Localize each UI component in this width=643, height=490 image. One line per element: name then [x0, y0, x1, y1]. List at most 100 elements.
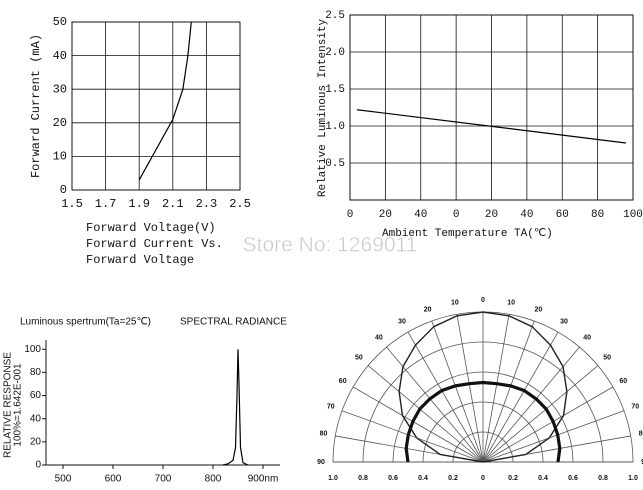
grid-radial	[482, 331, 559, 463]
x-tick-label: 2.1	[162, 197, 184, 211]
y-tick-label: 1.0	[325, 121, 345, 133]
angle-label: 30	[560, 319, 568, 326]
x-tick-label: 2.5	[229, 197, 251, 211]
chart-caption: Forward Voltage	[86, 253, 194, 267]
x-tick-label: 800	[205, 474, 222, 485]
angle-label: 60	[339, 378, 347, 385]
chart-title: Luminous spertrum(Ta=25℃)	[20, 317, 151, 328]
angle-label: 10	[507, 299, 515, 306]
chart: 0 0.2 0.2 0.4 0.4 0.6 0.6 0.8 0.8 1.0 1.0 90 80 70 60 5…	[317, 297, 643, 482]
angle-label: 0	[481, 297, 485, 304]
ylabel: Relative Luminous Intensity	[317, 18, 329, 197]
angle-label: 10	[451, 299, 459, 306]
grid-radial	[367, 365, 484, 463]
r-tick-label: 0.8	[358, 475, 368, 482]
grid-radial	[482, 320, 535, 463]
y-tick-label: 20	[53, 116, 67, 130]
x-tick-label: 600	[105, 474, 122, 485]
y-tick-label: 2.0	[325, 47, 345, 59]
r-tick-label: 0	[481, 475, 485, 482]
grid-radial	[482, 365, 599, 463]
y-tick-label: 40	[53, 49, 67, 63]
angle-label: 40	[583, 335, 591, 342]
x-tick-label: 60	[556, 209, 569, 221]
r-tick-label: 0.2	[508, 475, 518, 482]
angle-label: 80	[639, 431, 643, 438]
subchart-title: SPECTRAL RADIANCE	[180, 317, 287, 328]
angle-label: 50	[355, 355, 363, 362]
grid-radial	[482, 410, 625, 463]
ylabel: Forward Current (mA)	[29, 34, 43, 178]
x-tick-label: 2.3	[196, 197, 218, 211]
grid-radial	[431, 320, 484, 463]
angle-label: 20	[535, 307, 543, 314]
x-tick-label: 100	[623, 209, 643, 221]
y-tick-label: 80	[30, 367, 42, 378]
y-tick-label: 10	[53, 150, 67, 164]
ylabel: 100%=1.642E-001	[13, 363, 24, 447]
r-tick-label: 0.6	[388, 475, 398, 482]
grid-radial	[456, 314, 484, 463]
ylabel: RELATIVE RESPONSE	[3, 352, 14, 458]
grid-radial	[482, 386, 614, 463]
angle-label: 80	[320, 431, 328, 438]
x-tick-label: 900nm	[248, 474, 279, 485]
x-tick-label: 20	[485, 209, 498, 221]
xlabel: Forward Voltage(V)	[86, 221, 216, 235]
angle-label: 70	[631, 403, 639, 410]
chart-caption: Forward Current Vs.	[86, 237, 223, 251]
data-line	[222, 349, 249, 466]
r-tick-label: 0.4	[418, 475, 428, 482]
angle-label: 40	[375, 335, 383, 342]
watermark: Store No: 1269011	[243, 234, 418, 257]
chart: 0 20 40 0 20 40 60 80 100 0.5 1.0 1.5 2.0 2.5Relative…	[317, 10, 643, 240]
r-tick-label: 0.8	[598, 475, 608, 482]
data-line	[138, 21, 192, 181]
y-tick-label: 20	[30, 436, 42, 447]
x-tick-label: 40	[520, 209, 533, 221]
grid-radial	[352, 386, 484, 463]
radiation-pattern	[404, 380, 562, 463]
xlabel: Ambient Temperature TA(℃)	[382, 228, 553, 240]
angle-label: 90	[317, 459, 325, 466]
chart: 1.5 1.7 1.9 2.1 2.3 2.5 0 10 20 30 40 50 Forward Vol…	[29, 15, 251, 267]
r-tick-label: 0.2	[448, 475, 458, 482]
x-tick-label: 1.9	[128, 197, 150, 211]
x-tick-label: 40	[414, 209, 427, 221]
r-tick-label: 1.0	[328, 475, 338, 482]
data-line	[357, 109, 626, 144]
grid-radial	[341, 410, 484, 463]
x-tick-label: 700	[155, 474, 172, 485]
r-tick-label: 0.4	[538, 475, 548, 482]
y-tick-label: 40	[30, 413, 42, 424]
y-tick-label: 100	[24, 344, 41, 355]
x-tick-label: 0	[347, 209, 354, 221]
grid-radial	[407, 331, 484, 463]
angle-label: 20	[424, 307, 432, 314]
y-tick-label: 2.5	[325, 10, 345, 22]
x-tick-label: 1.7	[95, 197, 117, 211]
x-tick-label: 0	[453, 209, 460, 221]
chart: 500 600 700 800 900nm 0 20 40 60 80 100 Luminous sp…	[3, 317, 288, 485]
x-tick-label: 20	[379, 209, 392, 221]
y-tick-label: 0.5	[325, 158, 345, 170]
x-tick-label: 500	[55, 474, 72, 485]
angle-label: 60	[619, 378, 627, 385]
y-tick-label: 0	[60, 183, 67, 197]
r-tick-label: 0.6	[568, 475, 578, 482]
angle-label: 70	[327, 403, 335, 410]
radiation-pattern	[398, 311, 568, 463]
y-tick-label: 30	[53, 82, 67, 96]
angle-label: 90	[641, 459, 643, 466]
r-tick-label: 1.0	[628, 475, 638, 482]
y-tick-label: 0	[35, 460, 41, 471]
x-tick-label: 80	[591, 209, 604, 221]
y-tick-label: 60	[30, 390, 42, 401]
angle-label: 30	[398, 319, 406, 326]
grid-radial	[482, 314, 510, 463]
x-tick-label: 1.5	[61, 197, 83, 211]
angle-label: 50	[603, 355, 611, 362]
y-tick-label: 1.5	[325, 84, 345, 96]
